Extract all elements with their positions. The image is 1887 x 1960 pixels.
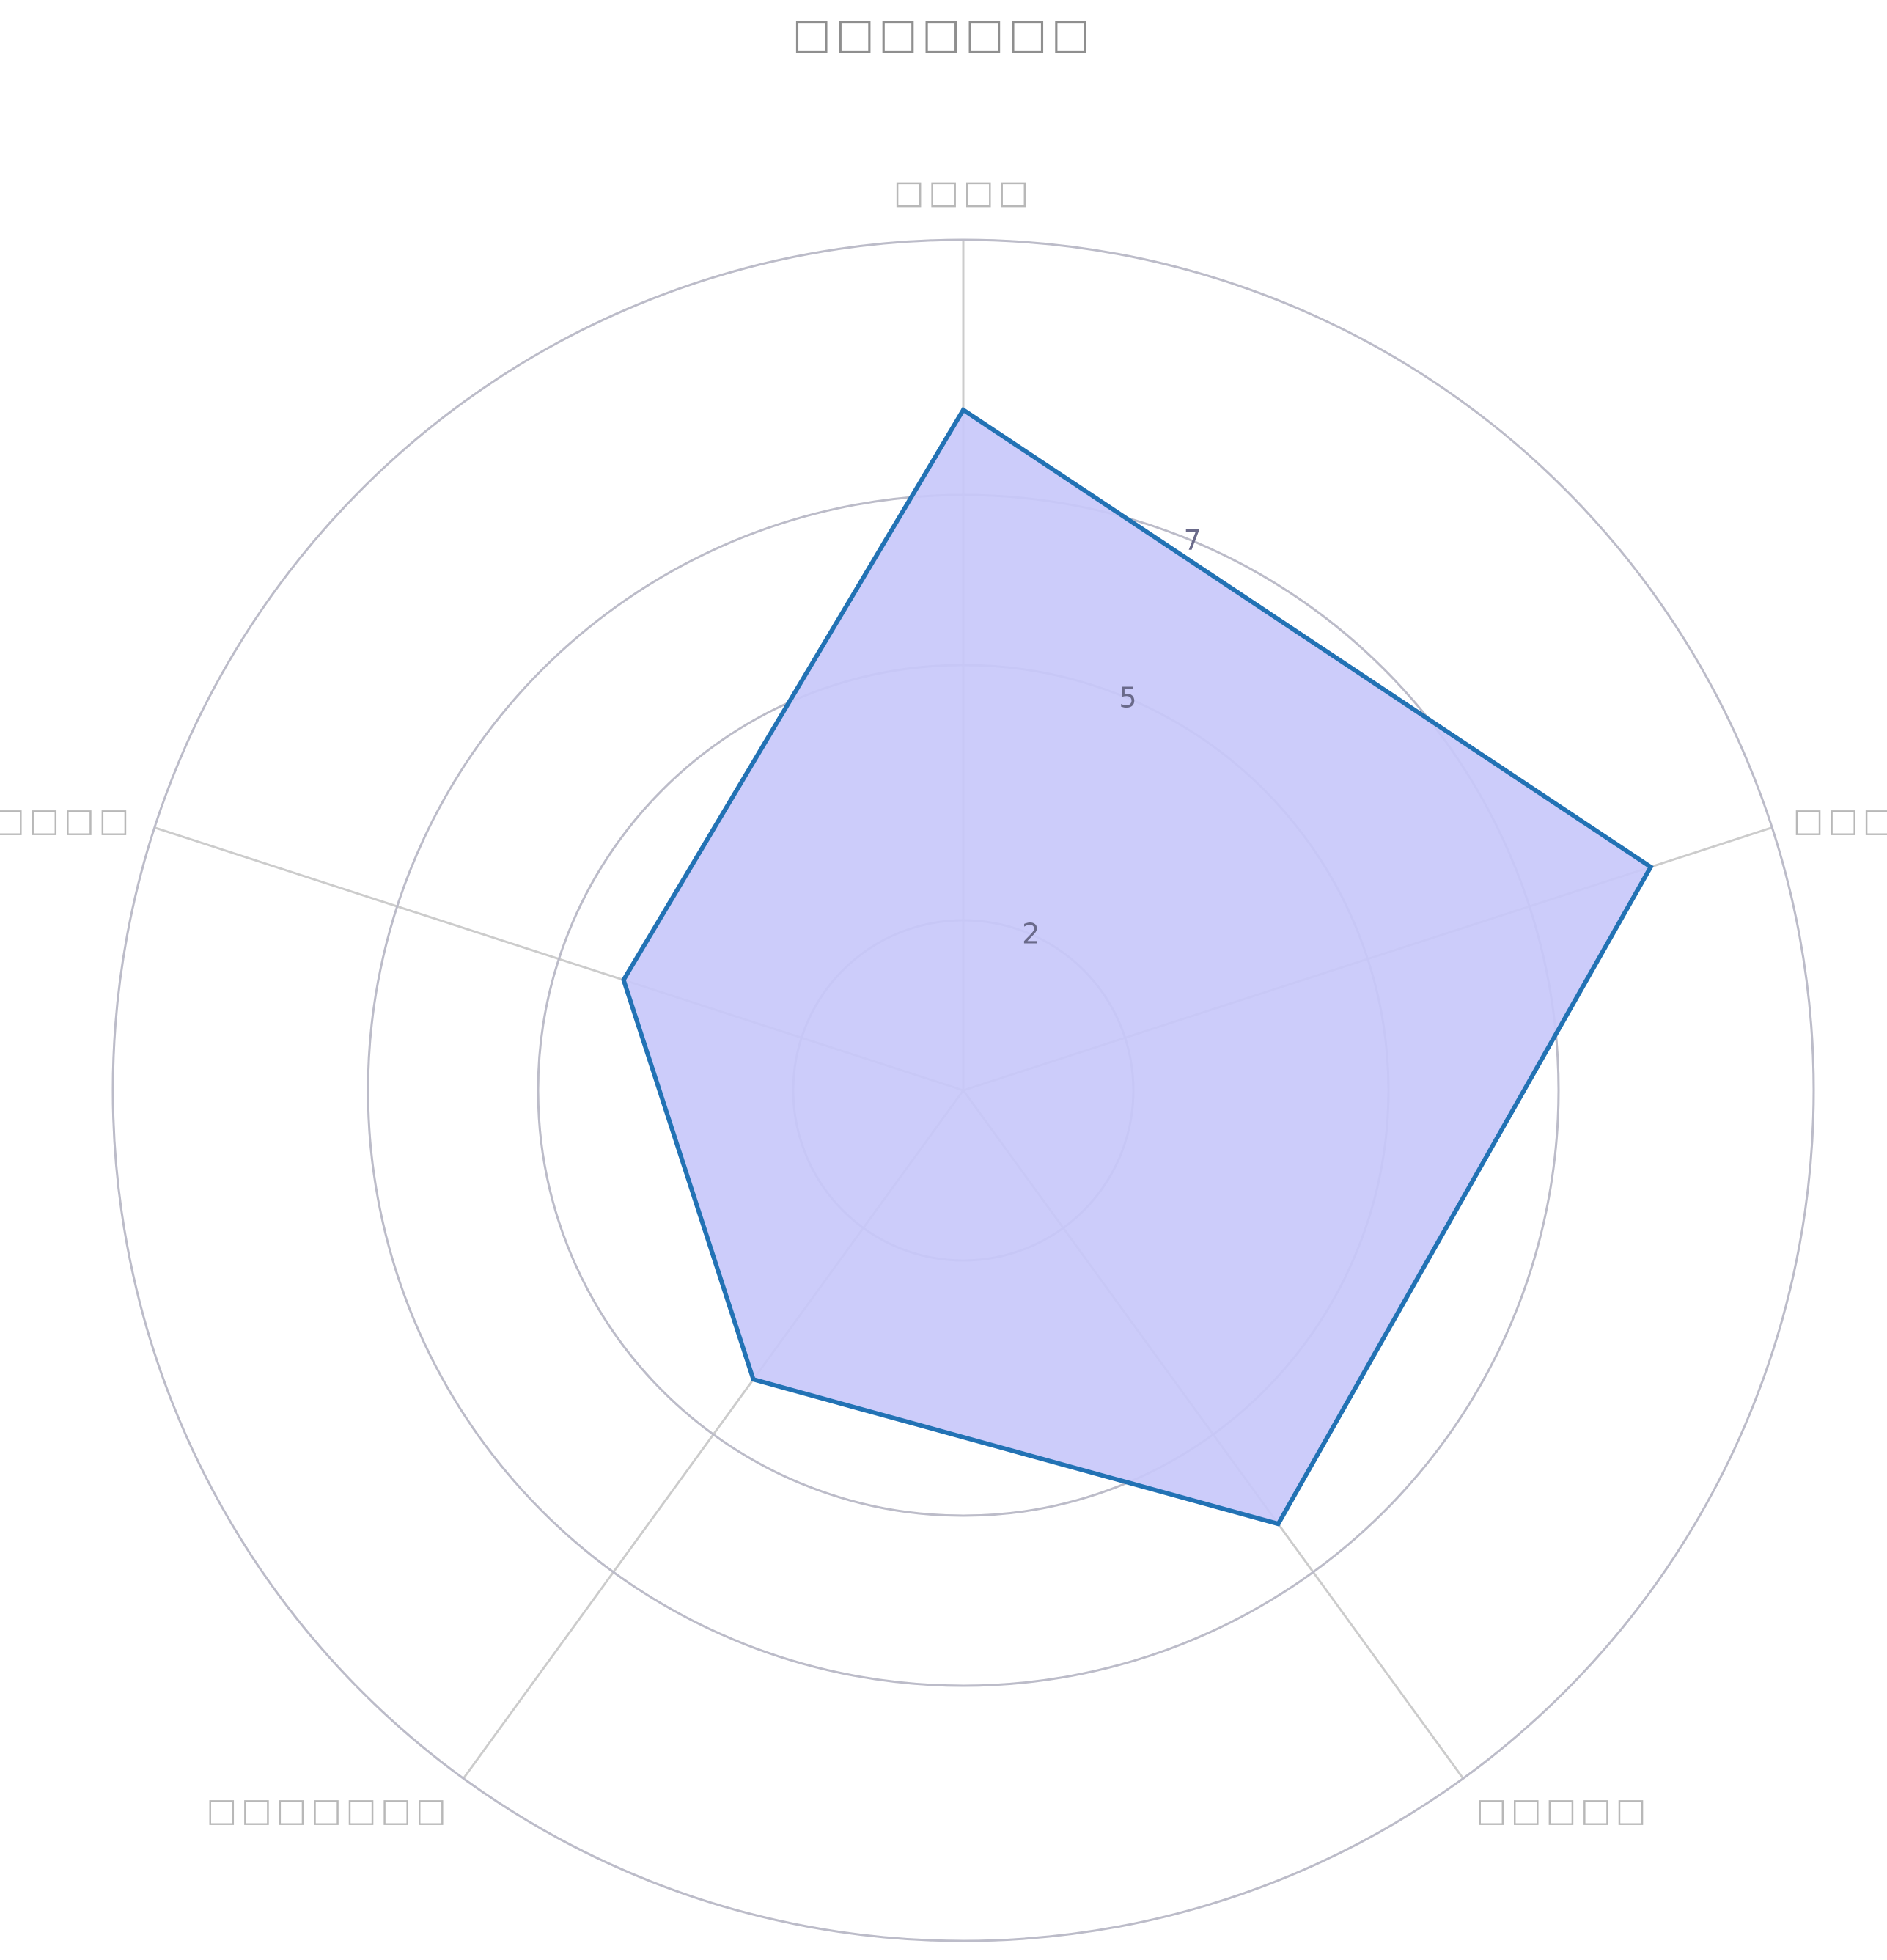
series-point xyxy=(1276,1522,1281,1527)
grid-ring-overlay xyxy=(111,238,1815,1942)
series-point xyxy=(621,977,626,983)
series-area xyxy=(623,410,1651,1524)
axis-labels: □□□□□□□□□□□□□□□□□□□□□□□□□□□ xyxy=(0,174,1887,1829)
series-line xyxy=(621,406,1654,1527)
axis-label: □□□□□□□ xyxy=(207,1792,451,1829)
series-point xyxy=(1648,865,1653,870)
series-point xyxy=(751,1377,756,1382)
axis-label: □□□□ xyxy=(894,174,1033,211)
tick-label: 7 xyxy=(1184,524,1202,557)
axis-label: □□□□□ xyxy=(1476,1792,1650,1829)
tick-label: 5 xyxy=(1119,682,1136,714)
series-layer xyxy=(621,406,1654,1527)
tick-label: 2 xyxy=(1022,917,1040,950)
chart-title: □□□□□□□ xyxy=(792,10,1095,58)
tick-labels: 2 5 7 xyxy=(1022,524,1202,950)
axis-label: □□□□ xyxy=(1793,801,1887,839)
series-point xyxy=(961,408,965,412)
axis-label: □□□□□□□ xyxy=(0,801,133,839)
